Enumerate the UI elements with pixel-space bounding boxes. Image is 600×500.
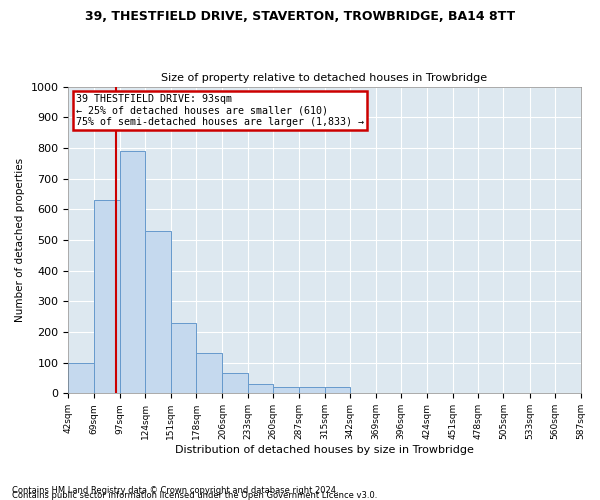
- Bar: [196, 354, 223, 394]
- X-axis label: Distribution of detached houses by size in Trowbridge: Distribution of detached houses by size …: [175, 445, 474, 455]
- Text: Contains public sector information licensed under the Open Government Licence v3: Contains public sector information licen…: [12, 491, 377, 500]
- Text: Contains HM Land Registry data © Crown copyright and database right 2024.: Contains HM Land Registry data © Crown c…: [12, 486, 338, 495]
- Title: Size of property relative to detached houses in Trowbridge: Size of property relative to detached ho…: [161, 73, 487, 83]
- Bar: [273, 387, 299, 394]
- Text: 39, THESTFIELD DRIVE, STAVERTON, TROWBRIDGE, BA14 8TT: 39, THESTFIELD DRIVE, STAVERTON, TROWBRI…: [85, 10, 515, 23]
- Bar: [325, 387, 350, 394]
- Text: 39 THESTFIELD DRIVE: 93sqm
← 25% of detached houses are smaller (610)
75% of sem: 39 THESTFIELD DRIVE: 93sqm ← 25% of deta…: [76, 94, 364, 128]
- Bar: [120, 151, 145, 394]
- Bar: [248, 384, 273, 394]
- Bar: [94, 200, 120, 394]
- Bar: [145, 230, 171, 394]
- Bar: [171, 323, 196, 394]
- Y-axis label: Number of detached properties: Number of detached properties: [15, 158, 25, 322]
- Bar: [68, 362, 94, 394]
- Bar: [299, 387, 325, 394]
- Bar: [223, 374, 248, 394]
